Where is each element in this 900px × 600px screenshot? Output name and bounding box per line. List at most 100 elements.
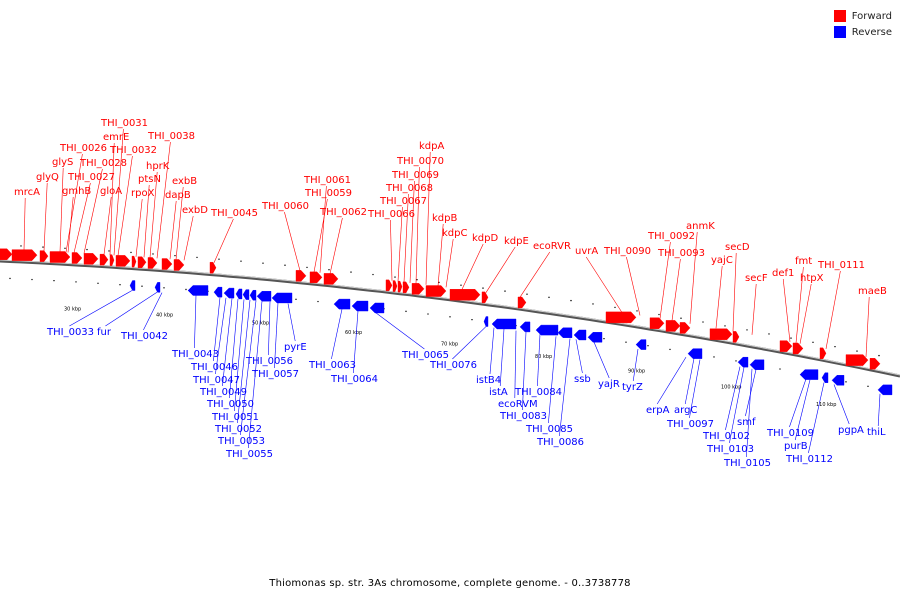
reverse-gene-callout: THI_0084	[514, 334, 562, 398]
forward-gene-arrow	[679, 322, 691, 334]
scale-dot	[152, 253, 154, 255]
forward-gene-callout: htpX	[799, 273, 824, 344]
forward-gene-callout: THI_0111	[817, 260, 865, 349]
forward-gene-callout: kdpC	[442, 228, 467, 288]
callout-line	[689, 231, 698, 324]
forward-gene-callout: glyS	[52, 157, 73, 253]
forward-gene-callout: THI_0032	[109, 145, 157, 256]
callout-line	[445, 238, 454, 288]
forward-gene-arrow	[83, 253, 99, 265]
scale-tick-label: 70 kbp	[441, 341, 458, 347]
reverse-gene-callout: istA	[489, 328, 508, 398]
scale-dot	[834, 345, 836, 348]
forward-gene-callout: THI_0059	[304, 188, 352, 273]
reverse-gene-callout: pyrE	[284, 303, 307, 353]
reverse-gene-callout: purB	[784, 379, 811, 452]
reverse-gene-callout: THI_0076	[429, 326, 487, 371]
callout-line	[833, 384, 850, 425]
reverse-gene-callout: THI_0050	[206, 298, 254, 410]
legend-forward-label: Forward	[851, 10, 892, 22]
scale-dot	[218, 258, 220, 260]
callout-line	[268, 301, 271, 356]
forward-gene-callout: THI_0031	[100, 118, 148, 256]
callout-line	[73, 182, 91, 253]
forward-gene-callout: THI_0068	[385, 183, 433, 283]
callout-line	[656, 356, 687, 405]
reverse-gene-arrow	[483, 316, 489, 327]
scale-dot	[845, 381, 847, 383]
forward-gene-label: uvrA	[575, 246, 598, 257]
scale-dot	[350, 271, 352, 273]
scale-tick-label: 60 kbp	[345, 330, 362, 336]
forward-gene-callout: THI_0060	[261, 201, 309, 271]
forward-gene-label: yajC	[711, 255, 733, 266]
callout-line	[67, 196, 74, 253]
reverse-gene-label: ssb	[574, 374, 591, 385]
forward-gene-callout: ptsN	[138, 174, 161, 258]
forward-gene-arrow	[779, 340, 793, 352]
forward-gene-label: def1	[772, 268, 794, 279]
callout-line	[593, 342, 610, 379]
forward-gene-arrow	[209, 262, 217, 274]
forward-gene-arrow	[665, 320, 681, 332]
callout-line	[537, 334, 541, 387]
forward-gene-callout: THI_0027	[67, 172, 115, 253]
scale-ticks: 30 kbp 40 kbp 50 kbp 60 kbp 70 kbp 80 kbp 90 k…	[64, 307, 836, 409]
callout-line	[313, 198, 328, 273]
forward-gene-callout: THI_0045	[210, 208, 258, 263]
reverse-gene-callout: fur	[97, 292, 158, 338]
reverse-gene-arrow	[242, 289, 250, 300]
forward-gene-callout: exbB	[172, 176, 197, 260]
callout-line	[331, 309, 343, 360]
reverse-gene-label: yajR	[598, 379, 620, 390]
reverse-gene-arrow	[557, 327, 573, 338]
reverse-gene-callout: THI_0103	[706, 367, 754, 455]
forward-gene-callout: THI_0069	[391, 170, 439, 283]
forward-gene-label: THI_0111	[817, 260, 865, 271]
scale-dot	[680, 317, 682, 319]
forward-gene-callout: THI_0090	[603, 246, 651, 316]
forward-gene-label: THI_0093	[657, 248, 705, 259]
reverse-gene-callout: THI_0112	[785, 382, 833, 465]
scale-tick-label: 50 kbp	[252, 321, 269, 327]
forward-gene-callout: gloA	[100, 186, 122, 255]
forward-gene-callout: secD	[725, 242, 750, 332]
scale-dot	[735, 360, 737, 362]
reverse-gene-callout: THI_0049	[199, 298, 247, 398]
scale-dot	[658, 313, 660, 316]
forward-gene-label: THI_0092	[647, 231, 695, 242]
callout-line	[287, 303, 296, 342]
scale-dot	[86, 248, 88, 251]
scale-dot	[504, 290, 506, 292]
forward-swatch	[833, 10, 846, 22]
callout-line	[117, 155, 133, 256]
callout-line	[489, 327, 495, 375]
reverse-gene-label: THI_0033	[46, 327, 94, 338]
reverse-gene-callout: THI_0033	[46, 290, 133, 338]
reverse-gene-label: THI_0043	[171, 349, 219, 360]
callout-line	[234, 299, 245, 412]
forward-gene-callout: THI_0093	[657, 248, 705, 321]
forward-gene-callout: maeB	[858, 286, 887, 357]
reverse-gene-label: THI_0084	[514, 387, 562, 398]
reverse-gene-arrow	[333, 298, 351, 310]
forward-gene-callout: ecoRVR	[519, 241, 571, 298]
forward-gene-arrow	[109, 254, 115, 266]
forward-gene-callout: THI_0067	[379, 196, 427, 282]
callout-line	[559, 338, 571, 437]
callout-line	[169, 200, 177, 260]
scale-dot	[713, 356, 715, 358]
scale-dot	[405, 310, 407, 313]
callout-line	[452, 326, 487, 360]
forward-gene-label: fmt	[795, 256, 812, 267]
reverse-gene-label: ecoRVM	[498, 399, 538, 410]
reverse-gene-callout: THI_0055	[225, 301, 273, 460]
reverse-gene-label: THI_0103	[706, 444, 754, 455]
reverse-gene-label: THI_0085	[525, 424, 573, 435]
scale-dot	[471, 318, 473, 321]
forward-gene-label: emrE	[103, 132, 129, 143]
reverse-gene-callout: THI_0085	[525, 336, 573, 435]
forward-gene-arrow	[792, 342, 804, 355]
forward-gene-callout: kdpE	[485, 236, 529, 293]
